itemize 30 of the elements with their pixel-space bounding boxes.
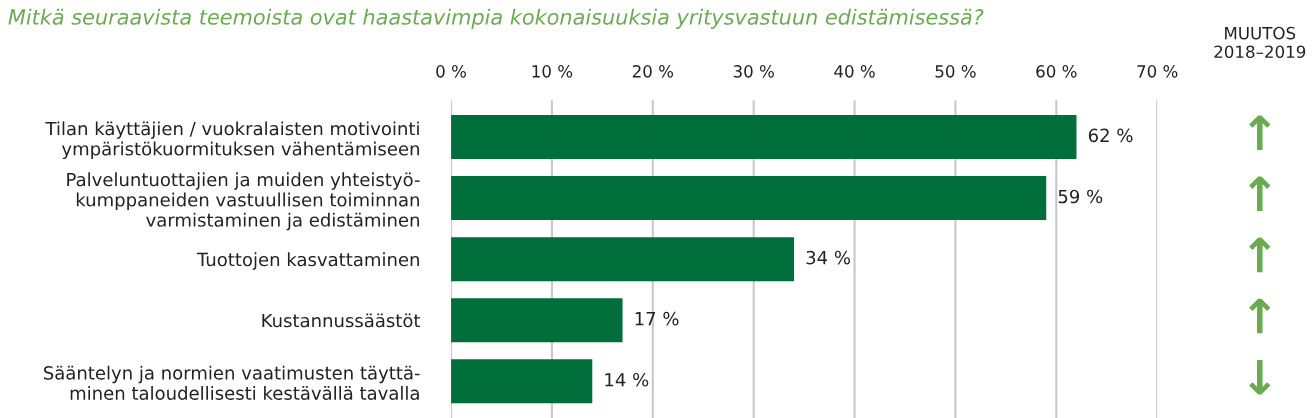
data-label: 17 %: [635, 311, 679, 326]
bar: [451, 176, 1047, 221]
bar: [451, 298, 623, 343]
text: ↓: [1249, 359, 1271, 395]
data-label: 59 %: [1058, 189, 1103, 204]
text: ↑: [1249, 298, 1271, 334]
text: ↑: [1249, 176, 1271, 212]
y-tick-label: Sääntelyn ja normien vaatimusten täyttä- minen taloudellisesti kestävällä tavalla: [43, 365, 420, 400]
text: ↑: [1249, 115, 1271, 151]
bar: [451, 237, 795, 282]
data-label: 14 %: [605, 372, 649, 387]
x-tick-label: 60 %: [1036, 65, 1077, 78]
x-tick-label: 50 %: [935, 65, 976, 78]
x-tick-label: 70 %: [1137, 65, 1178, 78]
x-tick-label: 40 %: [834, 65, 875, 78]
bar: [451, 114, 1077, 159]
data-label: 62 %: [1088, 128, 1133, 143]
y-tick-label: Kustannussäästöt: [262, 313, 421, 328]
x-tick-label: 20 %: [632, 65, 674, 78]
x-tick-label: 10 %: [532, 65, 573, 78]
x-tick-label: 0 %: [436, 65, 466, 78]
data-label: 34 %: [806, 250, 851, 265]
x-tick-label: 30 %: [733, 65, 774, 78]
y-tick-label: Palveluntuottajien ja muiden yhteistyö- kumppaneiden vastuullisen toiminnan varmistaminen ja edistäminen: [67, 172, 420, 231]
text: MUUTOS 2018–2019: [1214, 26, 1306, 59]
text: ↑: [1249, 237, 1271, 273]
chart-title: Mitkä seuraavista teemoista ovat haastavimpia kokonaisuuksia yritysvastuun edistämisessä?: [8, 8, 984, 29]
y-tick-label: Tilan käyttäjien / vuokralaisten motivointi ympäristökuormituksen vähentämiseen: [45, 121, 419, 160]
bar: [451, 359, 593, 404]
y-tick-label: Tuottojen kasvattaminen: [196, 252, 419, 270]
